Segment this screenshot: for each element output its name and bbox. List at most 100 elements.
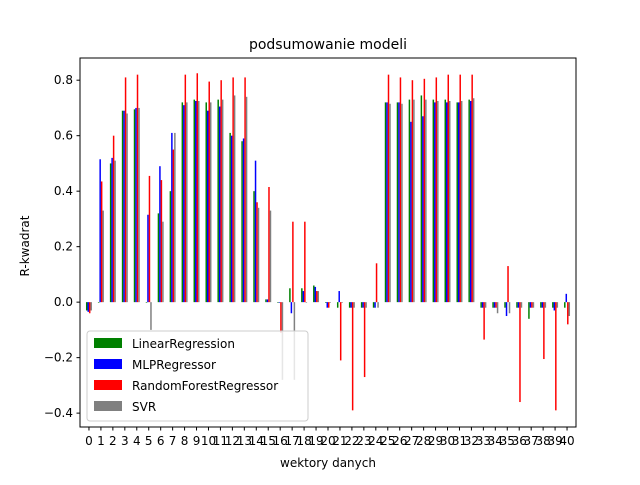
bar-mlpregressor-2	[111, 157, 113, 303]
bar-randomforestregressor-22	[351, 302, 354, 411]
bar-mlpregressor-10	[206, 110, 209, 303]
bar-svr-9	[198, 101, 200, 303]
bar-svr-14	[257, 207, 260, 303]
bar-linearregression-20	[325, 302, 327, 303]
bar-linearregression-16	[277, 302, 279, 303]
bar-linearregression-31	[456, 102, 458, 303]
bar-randomforestregressor-17	[292, 221, 294, 303]
bar-randomforestregressor-7	[172, 149, 175, 303]
bar-mlpregressor-11	[218, 106, 221, 303]
bar-linearregression-23	[360, 302, 363, 308]
bar-svr-25	[389, 103, 391, 303]
bar-linearregression-18	[301, 288, 303, 303]
bar-mlpregressor-5	[147, 214, 149, 303]
legend-label-linearregression: LinearRegression	[132, 337, 235, 351]
bar-svr-27	[413, 99, 415, 303]
bar-mlpregressor-14	[254, 160, 257, 303]
bar-svr-20	[329, 302, 331, 303]
bar-linearregression-3	[121, 110, 124, 303]
bar-svr-2	[114, 160, 116, 303]
bar-mlpregressor-7	[171, 132, 173, 303]
x-tick-label: 35	[500, 434, 515, 448]
bar-randomforestregressor-37	[531, 302, 533, 308]
x-tick-label: 9	[193, 434, 201, 448]
bar-linearregression-1	[97, 302, 100, 303]
x-tick-label: 2	[109, 434, 117, 448]
bar-mlpregressor-3	[123, 110, 125, 303]
bar-mlpregressor-30	[446, 102, 448, 303]
x-tick-label: 30	[440, 434, 455, 448]
bar-svr-31	[460, 101, 463, 303]
bar-mlpregressor-8	[183, 105, 185, 303]
x-tick-label: 37	[524, 434, 539, 448]
bar-randomforestregressor-2	[112, 135, 115, 303]
y-tick-label: 0.4	[54, 184, 73, 198]
x-tick-label: 40	[559, 434, 574, 448]
bar-svr-12	[233, 95, 236, 303]
bar-svr-18	[305, 302, 308, 303]
bar-randomforestregressor-39	[555, 302, 557, 411]
bar-linearregression-6	[157, 213, 160, 303]
y-axis-title: R-kwadrat	[18, 215, 32, 276]
legend-swatch-linearregression	[94, 338, 122, 348]
legend-label-svr: SVR	[132, 400, 156, 414]
bar-linearregression-13	[241, 141, 243, 303]
x-tick-label: 20	[320, 434, 335, 448]
bar-randomforestregressor-21	[339, 302, 342, 361]
bar-svr-37	[532, 302, 535, 308]
bar-randomforestregressor-34	[495, 302, 497, 308]
bars-layer	[85, 73, 571, 411]
bar-mlpregressor-32	[469, 101, 472, 303]
bar-linearregression-39	[552, 302, 554, 308]
x-tick-label: 28	[416, 434, 431, 448]
x-tick-label: 17	[285, 434, 300, 448]
bar-mlpregressor-27	[410, 121, 412, 303]
bar-randomforestregressor-24	[375, 263, 378, 303]
bar-mlpregressor-40	[565, 293, 568, 303]
bar-linearregression-35	[504, 302, 506, 308]
bar-linearregression-15	[265, 299, 267, 303]
bar-linearregression-26	[396, 102, 399, 303]
bar-mlpregressor-31	[457, 102, 460, 303]
bar-mlpregressor-13	[242, 138, 245, 303]
bar-mlpregressor-36	[517, 302, 520, 308]
bar-mlpregressor-34	[493, 302, 496, 308]
bar-svr-0	[90, 302, 92, 311]
bar-svr-6	[162, 221, 164, 303]
bar-linearregression-30	[444, 99, 447, 303]
x-tick-label: 8	[181, 434, 189, 448]
x-tick-label: 34	[488, 434, 503, 448]
bar-randomforestregressor-15	[268, 187, 270, 303]
x-tick-label: 31	[452, 434, 467, 448]
bar-linearregression-7	[169, 191, 172, 303]
bar-svr-10	[209, 102, 212, 303]
legend: LinearRegression MLPRegressor RandomForest…	[86, 330, 309, 422]
bar-svr-15	[269, 210, 272, 303]
bar-svr-24	[377, 302, 379, 308]
bar-svr-13	[245, 96, 248, 303]
bar-linearregression-36	[516, 302, 518, 308]
bar-randomforestregressor-12	[232, 77, 234, 303]
bar-svr-3	[126, 113, 128, 303]
legend-box	[86, 330, 309, 422]
legend-swatch-svr	[94, 401, 122, 411]
bar-linearregression-0	[85, 302, 88, 311]
bar-linearregression-2	[109, 163, 112, 303]
bar-svr-38	[544, 302, 547, 308]
x-tick-label: 15	[261, 434, 276, 448]
bar-randomforestregressor-13	[244, 77, 246, 303]
bar-randomforestregressor-20	[328, 302, 330, 308]
bar-randomforestregressor-8	[184, 74, 187, 303]
bar-randomforestregressor-0	[88, 302, 91, 314]
x-tick-label: 11	[213, 434, 228, 448]
bar-mlpregressor-1	[99, 159, 101, 303]
x-tick-label: 32	[464, 434, 479, 448]
bar-mlpregressor-0	[87, 302, 89, 312]
bar-randomforestregressor-11	[220, 80, 222, 303]
bar-svr-28	[425, 99, 427, 303]
bar-mlpregressor-24	[374, 302, 376, 308]
bar-svr-40	[568, 302, 571, 317]
bar-mlpregressor-19	[314, 286, 317, 303]
